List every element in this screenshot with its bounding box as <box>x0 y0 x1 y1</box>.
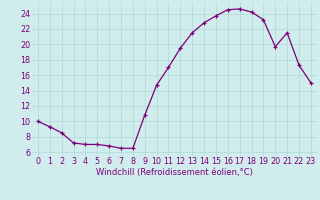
X-axis label: Windchill (Refroidissement éolien,°C): Windchill (Refroidissement éolien,°C) <box>96 168 253 177</box>
